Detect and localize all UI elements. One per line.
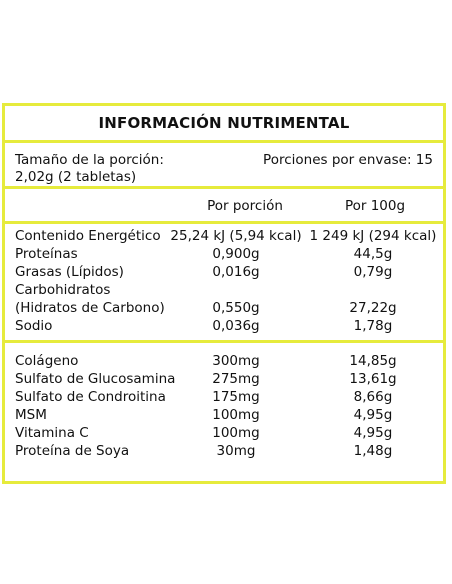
- nutrient-name: Sulfato de Condroitina: [15, 389, 166, 405]
- value-per-100g: 44,5g: [353, 246, 393, 262]
- value-per-100g: 1,48g: [353, 443, 393, 459]
- nutrient-name: (Hidratos de Carbono): [15, 300, 165, 316]
- value-per-serving: 175mg: [212, 389, 260, 405]
- label-title: INFORMACIÓN NUTRIMENTAL: [5, 106, 443, 143]
- nutrient-name: Grasas (Lípidos): [15, 264, 124, 280]
- nutrient-row: Contenido Energético 25,24 kJ (5,94 kcal)…: [5, 227, 443, 245]
- ingredient-row: MSM 100mg 4,95g: [5, 406, 443, 424]
- serving-size-label: Tamaño de la porción:: [15, 152, 164, 168]
- nutrient-row: Sodio 0,036g 1,78g: [5, 317, 443, 335]
- value-per-100g: 13,61g: [349, 371, 397, 387]
- nutrient-name: MSM: [15, 407, 47, 423]
- nutrient-row: Grasas (Lípidos) 0,016g 0,79g: [5, 263, 443, 281]
- value-per-serving: 0,016g: [212, 264, 260, 280]
- nutrient-name: Sodio: [15, 318, 53, 334]
- value-per-100g: 4,95g: [353, 425, 393, 441]
- nutrient-name: Colágeno: [15, 353, 79, 369]
- column-headers: Por porción Por 100g: [5, 189, 443, 224]
- value-per-serving: 0,036g: [212, 318, 260, 334]
- header-per-100g: Por 100g: [344, 198, 406, 214]
- value-per-100g: 4,95g: [353, 407, 393, 423]
- value-per-100g: 0,79g: [353, 264, 393, 280]
- ingredient-row: Vitamina C 100mg 4,95g: [5, 424, 443, 442]
- nutrient-name: Sulfato de Glucosamina: [15, 371, 176, 387]
- serving-info: Tamaño de la porción: 2,02g (2 tabletas)…: [5, 143, 443, 189]
- servings-per-container: Porciones por envase: 15: [263, 152, 433, 168]
- value-per-serving: 30mg: [216, 443, 256, 459]
- ingredients-section: Colágeno 300mg 14,85g Sulfato de Glucosamin…: [5, 352, 443, 460]
- nutrient-row: Carbohidratos: [5, 281, 443, 299]
- ingredient-row: Proteína de Soya 30mg 1,48g: [5, 442, 443, 460]
- value-per-serving: 100mg: [212, 407, 260, 423]
- nutrient-name: Carbohidratos: [15, 282, 111, 298]
- nutrient-name: Proteínas: [15, 246, 78, 262]
- nutrient-name: Vitamina C: [15, 425, 89, 441]
- nutrients-section: Contenido Energético 25,24 kJ (5,94 kcal)…: [5, 227, 443, 343]
- value-per-serving: 25,24 kJ (5,94 kcal): [170, 228, 302, 244]
- nutrient-row: (Hidratos de Carbono) 0,550g 27,22g: [5, 299, 443, 317]
- nutrient-name: Contenido Energético: [15, 228, 161, 244]
- value-per-100g: 27,22g: [349, 300, 397, 316]
- ingredient-row: Sulfato de Glucosamina 275mg 13,61g: [5, 370, 443, 388]
- value-per-100g: 1 249 kJ (294 kcal): [309, 228, 437, 244]
- nutrition-label: INFORMACIÓN NUTRIMENTAL Tamaño de la por…: [2, 103, 446, 484]
- value-per-serving: 0,550g: [212, 300, 260, 316]
- nutrient-name: Proteína de Soya: [15, 443, 130, 459]
- nutrient-row: Proteínas 0,900g 44,5g: [5, 245, 443, 263]
- value-per-100g: 8,66g: [353, 389, 393, 405]
- serving-size: Tamaño de la porción: 2,02g (2 tabletas): [15, 152, 164, 186]
- header-per-serving: Por porción: [207, 198, 283, 214]
- value-per-100g: 1,78g: [353, 318, 393, 334]
- ingredient-row: Colágeno 300mg 14,85g: [5, 352, 443, 370]
- ingredient-row: Sulfato de Condroitina 175mg 8,66g: [5, 388, 443, 406]
- value-per-serving: 100mg: [212, 425, 260, 441]
- serving-size-value: 2,02g (2 tabletas): [15, 169, 137, 185]
- value-per-serving: 275mg: [212, 371, 260, 387]
- value-per-100g: 14,85g: [349, 353, 397, 369]
- value-per-serving: 300mg: [212, 353, 260, 369]
- value-per-serving: 0,900g: [212, 246, 260, 262]
